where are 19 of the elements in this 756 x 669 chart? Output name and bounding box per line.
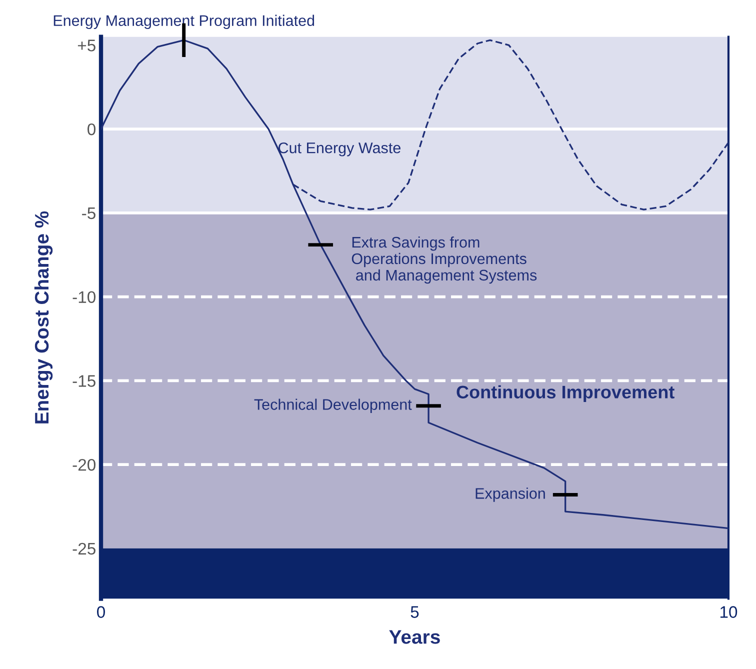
x-tick-label: 10 (720, 606, 738, 618)
y-tick-label: -5 (82, 208, 96, 220)
y-tick-label: -10 (72, 291, 96, 304)
y-tick-label: -20 (72, 458, 96, 471)
y-axis-title: Energy Cost Change % (34, 211, 53, 424)
annotation: Technical Development (254, 398, 412, 413)
x-axis-title: Years (389, 630, 440, 644)
x-tick-label: 5 (410, 606, 419, 618)
annotation: Energy Management Program Initiated (54, 14, 314, 30)
y-tick-label: +5 (78, 40, 96, 52)
annotation: Cut Energy Waste (278, 142, 400, 156)
annotation: Expansion (476, 488, 545, 502)
x-tick-label: 0 (97, 606, 105, 618)
line-series (101, 39, 728, 530)
y-tick-label: -25 (72, 542, 96, 555)
annotation: Continuous Improvement (456, 385, 674, 402)
y-tick-label: -15 (72, 375, 96, 387)
annotation: Extra Savings from Operations Improvements and Management Systems (352, 236, 537, 284)
y-tick-label: 0 (88, 123, 96, 136)
